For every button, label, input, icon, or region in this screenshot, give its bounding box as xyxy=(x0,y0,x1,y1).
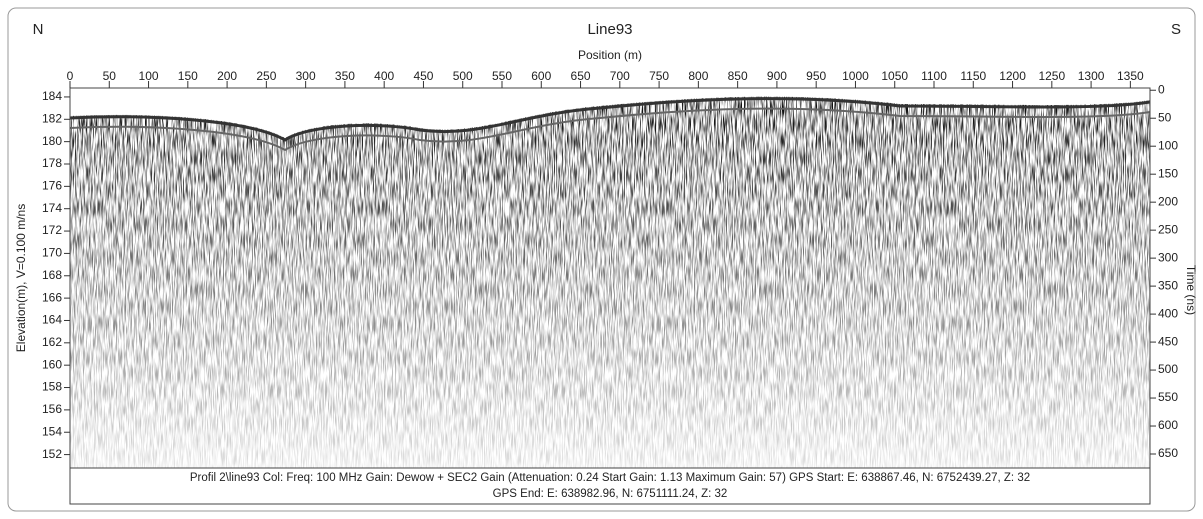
y2-tick-label: 250 xyxy=(1158,222,1178,236)
x-tick-label: 650 xyxy=(571,69,591,83)
x-tick-label: 1350 xyxy=(1117,69,1144,83)
y2-axis-label: Time (ns) xyxy=(1184,265,1198,315)
info-box xyxy=(69,467,1151,505)
y-tick-label: 158 xyxy=(42,380,62,394)
y-tick-label: 172 xyxy=(42,223,62,237)
y2-tick-label: 600 xyxy=(1158,418,1178,432)
y-tick-label: 184 xyxy=(42,89,62,103)
y-tick-label: 168 xyxy=(42,268,62,282)
y-tick-label: 160 xyxy=(42,357,62,371)
y-tick-label: 178 xyxy=(42,156,62,170)
x-tick-label: 50 xyxy=(103,69,117,83)
x-tick-label: 750 xyxy=(649,69,669,83)
x-tick-label: 100 xyxy=(139,69,159,83)
info-text: GPS End: E: 638982.96, N: 6751111.24, Z:… xyxy=(493,488,728,500)
x-tick-label: 500 xyxy=(453,69,473,83)
x-tick-label: 1200 xyxy=(999,69,1026,83)
y2-tick-label: 400 xyxy=(1158,306,1178,320)
y2-tick-label: 550 xyxy=(1158,390,1178,404)
x-tick-label: 0 xyxy=(67,69,74,83)
y2-tick-label: 200 xyxy=(1158,194,1178,208)
corner-label: S xyxy=(1171,21,1181,38)
x-tick-label: 1000 xyxy=(842,69,869,83)
x-tick-label: 1050 xyxy=(881,69,908,83)
x-tick-label: 300 xyxy=(296,69,316,83)
x-tick-label: 400 xyxy=(374,69,394,83)
x-tick-label: 950 xyxy=(806,69,826,83)
x-tick-label: 600 xyxy=(531,69,551,83)
y-tick-label: 182 xyxy=(42,111,62,125)
info-text: Profil 2\line93 Col: Freq: 100 MHz Gain:… xyxy=(190,472,1030,484)
x-tick-label: 550 xyxy=(492,69,512,83)
x-tick-label: 250 xyxy=(256,69,276,83)
y2-tick-label: 150 xyxy=(1158,166,1178,180)
y-tick-label: 176 xyxy=(42,179,62,193)
corner-label: N xyxy=(33,21,44,38)
x-tick-label: 150 xyxy=(178,69,198,83)
x-tick-label: 800 xyxy=(688,69,708,83)
radargram xyxy=(70,96,1150,468)
y-tick-label: 156 xyxy=(42,402,62,416)
y2-tick-label: 300 xyxy=(1158,250,1178,264)
y2-tick-label: 450 xyxy=(1158,334,1178,348)
y-tick-label: 180 xyxy=(42,134,62,148)
y2-tick-label: 500 xyxy=(1158,362,1178,376)
x-tick-label: 850 xyxy=(728,69,748,83)
y2-tick-label: 650 xyxy=(1158,446,1178,460)
y2-tick-label: 100 xyxy=(1158,138,1178,152)
y-tick-label: 162 xyxy=(42,335,62,349)
x-tick-label: 1150 xyxy=(960,69,986,83)
chart-title: Line93 xyxy=(587,21,632,38)
x-axis-label: Position (m) xyxy=(578,48,642,62)
y-tick-label: 170 xyxy=(42,246,62,260)
y-tick-label: 174 xyxy=(42,201,62,215)
y-tick-label: 152 xyxy=(42,447,62,461)
x-tick-label: 900 xyxy=(767,69,787,83)
y-axis-label: Elevation(m), V=0.100 m/ns xyxy=(14,204,28,352)
frame xyxy=(7,7,1196,512)
y2-tick-label: 50 xyxy=(1158,110,1172,124)
x-tick-label: 200 xyxy=(217,69,237,83)
x-tick-label: 1250 xyxy=(1038,69,1065,83)
y-tick-label: 166 xyxy=(42,290,62,304)
y2-tick-label: 0 xyxy=(1158,82,1165,96)
x-tick-label: 350 xyxy=(335,69,355,83)
x-tick-label: 1300 xyxy=(1078,69,1105,83)
x-tick-label: 1100 xyxy=(921,69,947,83)
y2-tick-label: 350 xyxy=(1158,278,1178,292)
x-tick-label: 700 xyxy=(610,69,630,83)
x-tick-label: 450 xyxy=(413,69,433,83)
y-tick-label: 154 xyxy=(42,424,62,438)
y-tick-label: 164 xyxy=(42,313,62,327)
